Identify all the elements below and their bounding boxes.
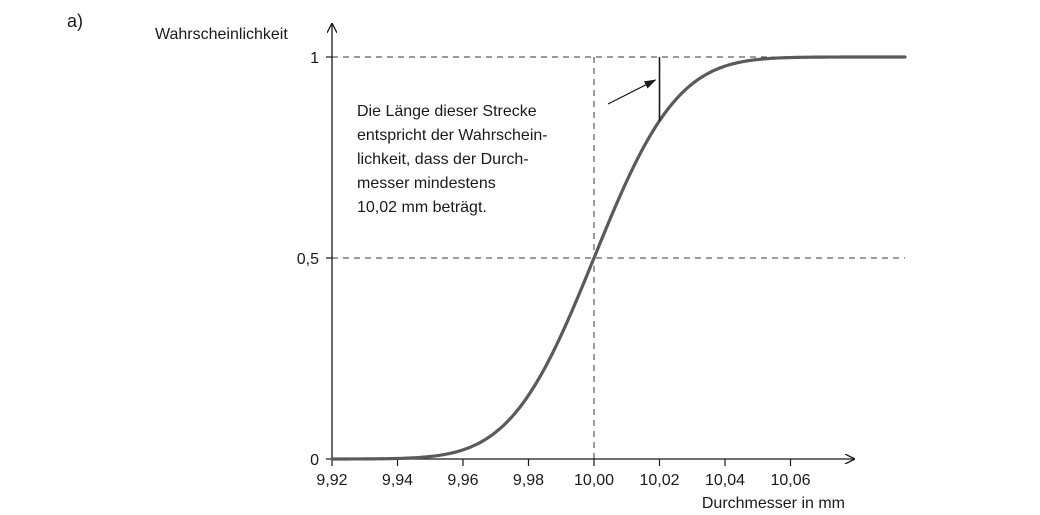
annotation-line-2: entspricht der Wahrschein- [357,127,548,144]
y-ticks: 00,51 [297,50,332,469]
x-tick-label: 10,00 [574,472,614,489]
x-tick-label: 10,04 [705,472,745,489]
annotation-arrow [607,79,657,105]
x-tick-label: 9,92 [316,472,347,489]
y-tick-label: 0 [310,452,319,469]
x-ticks: 9,92 9,94 9,96 9,98 10,00 10,02 10,04 10,06 [316,459,811,489]
axes [332,24,854,459]
x-tick-label: 9,96 [447,472,478,489]
x-tick-label: 9,98 [513,472,544,489]
x-tick-label: 10,02 [639,472,679,489]
annotation-line-3: lichkeit, dass der Durch- [357,151,529,168]
annotation-line-5: 10,02 mm beträgt. [357,199,487,216]
y-axis-label: Wahrscheinlichkeit [155,26,288,43]
x-axis-label: Durchmesser in mm [702,495,845,512]
y-tick-label: 1 [310,50,319,67]
annotation-line-1: Die Länge dieser Strecke [357,103,537,120]
x-tick-label: 9,94 [382,472,413,489]
part-label: a) [67,11,83,31]
cdf-curve [330,55,907,461]
y-tick-label: 0,5 [297,251,319,268]
x-tick-label: 10,06 [770,472,810,489]
annotation-line-4: messer mindestens [357,175,496,192]
